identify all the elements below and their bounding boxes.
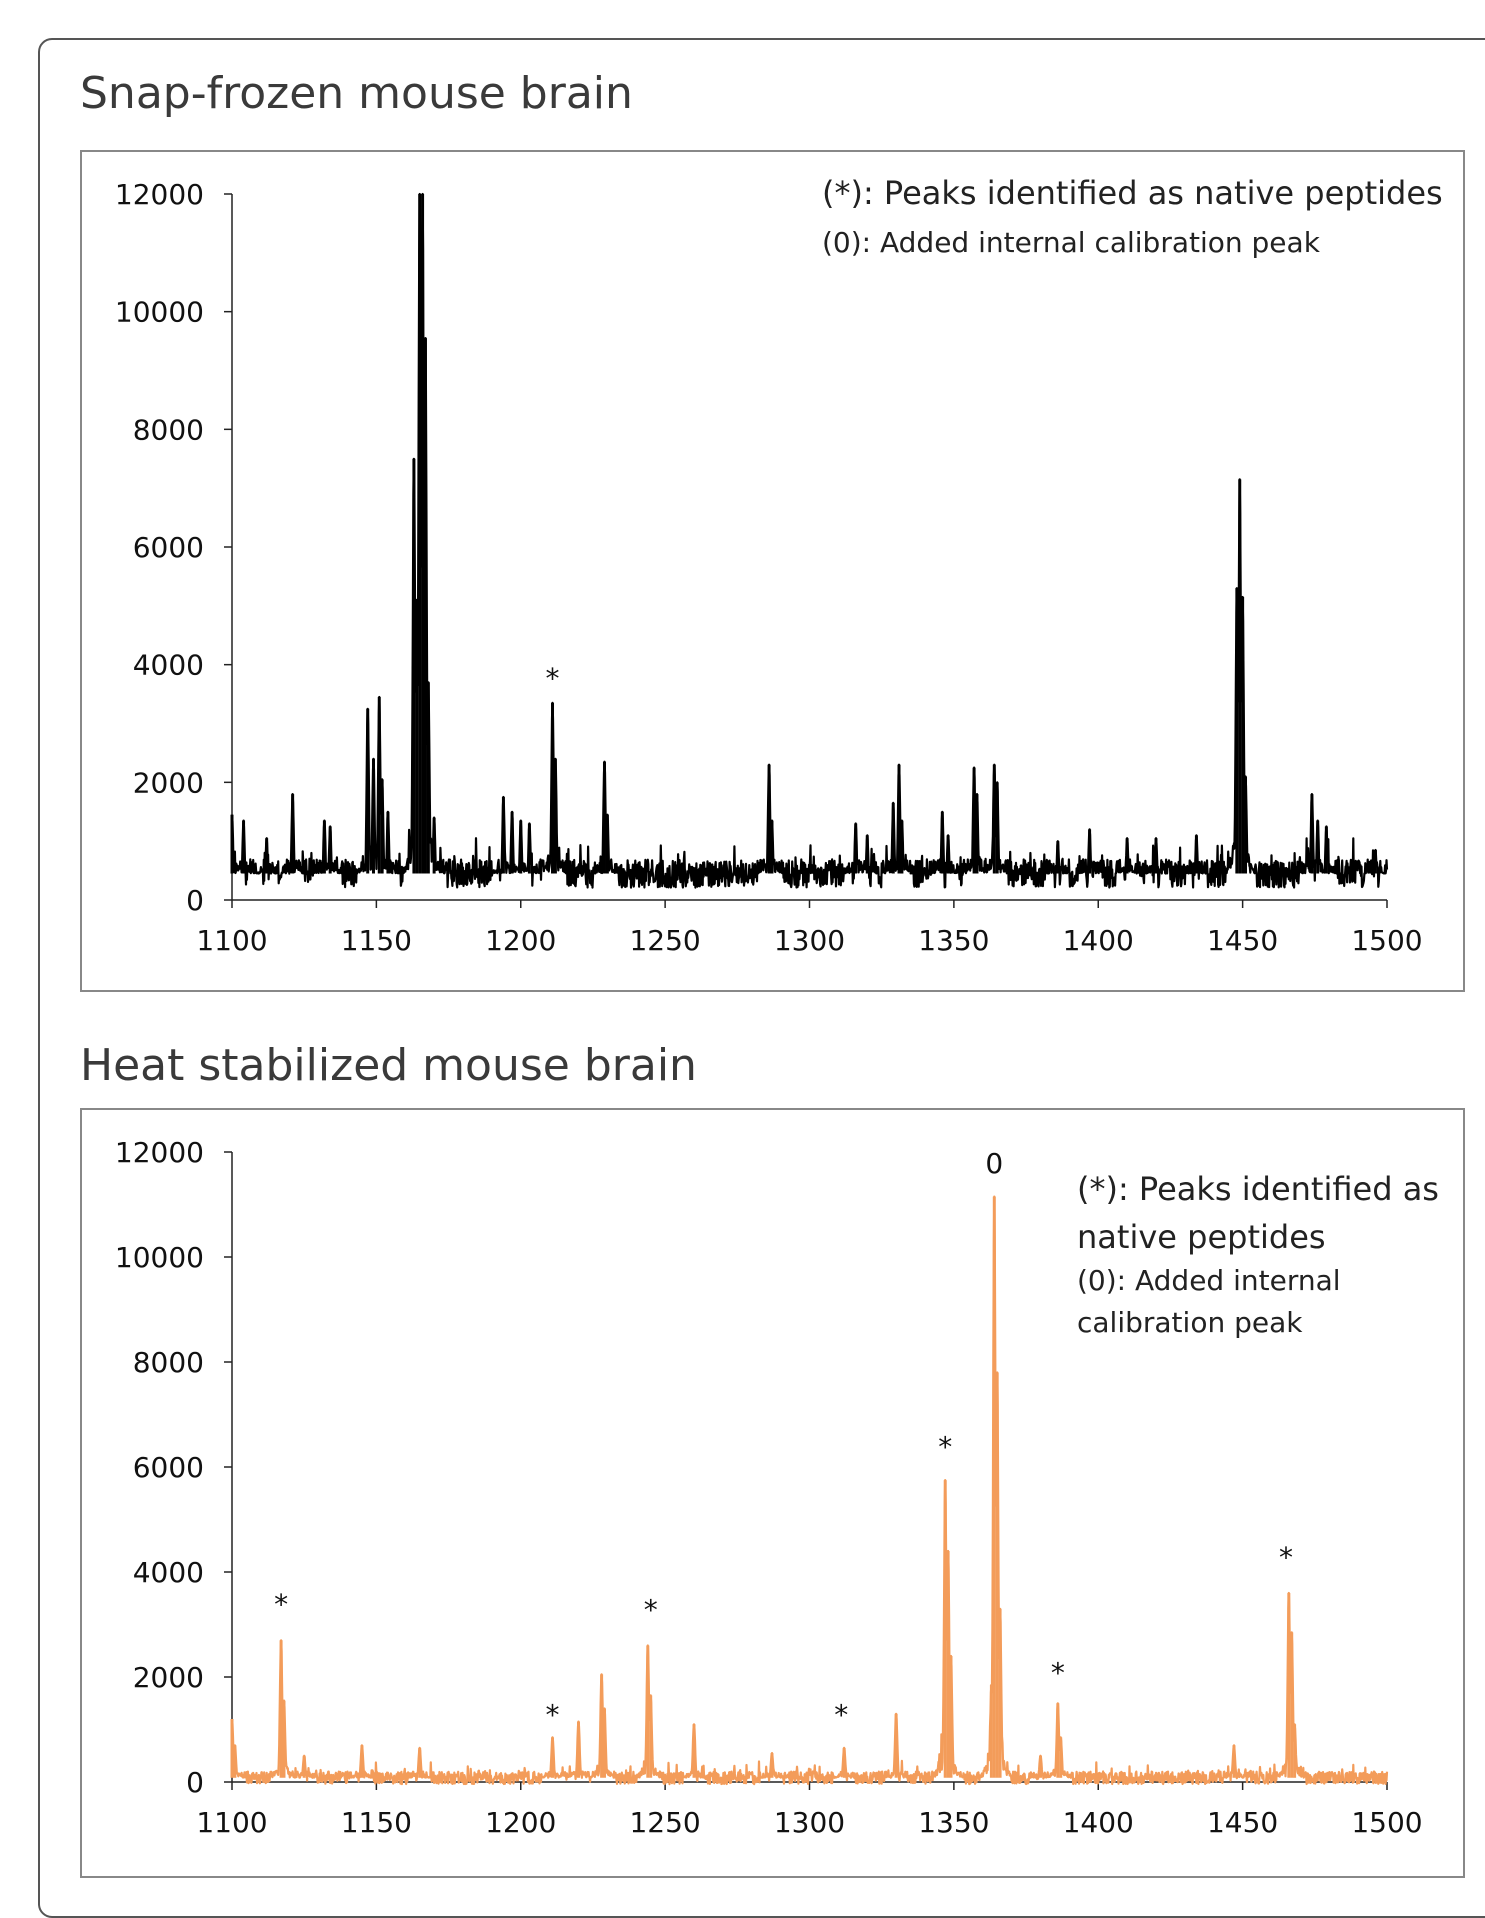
x-tick-label: 1100 [196,924,267,957]
legend-line: calibration peak [1077,1306,1303,1339]
spectrum-series [230,192,1389,889]
legend-line: (0): Added internal [1077,1264,1341,1297]
panel-title-bottom: Heat stabilized mouse brain [80,1040,697,1091]
x-tick-label: 1200 [485,924,556,957]
x-tick-label: 1400 [1063,924,1134,957]
y-tick-label: 0 [186,1766,204,1799]
peak-annotation: * [1279,1541,1293,1574]
peak-annotation: * [938,1431,952,1464]
x-tick-label: 1250 [629,924,700,957]
x-tick-label: 1300 [774,924,845,957]
y-tick-label: 4000 [133,1556,204,1589]
peak-annotation: * [546,1698,560,1731]
y-tick-label: 8000 [133,413,204,446]
peak-annotation: * [1051,1656,1065,1689]
legend-line: (*): Peaks identified as native peptides [822,174,1443,212]
x-tick-label: 1450 [1207,924,1278,957]
x-tick-label: 1200 [485,1806,556,1839]
peak-annotation: * [546,662,560,695]
y-tick-label: 4000 [133,649,204,682]
peak-annotation: * [274,1588,288,1621]
x-tick-label: 1400 [1063,1806,1134,1839]
x-tick-label: 1150 [341,1806,412,1839]
x-tick-label: 1500 [1351,924,1422,957]
spectrum-series [230,1195,1389,1786]
y-tick-label: 10000 [115,1241,204,1274]
y-tick-label: 12000 [115,1136,204,1169]
chart-snap-frozen: 0 2000 4000 6000 8000 10000 12000 1100 1150 1200 1… [115,174,1443,957]
y-tick-label: 0 [186,884,204,917]
x-tick-label: 1300 [774,1806,845,1839]
plot-box-bottom: 0 2000 4000 6000 8000 10000 12000 1100 1150 1200 1… [80,1108,1465,1878]
legend-line: (0): Added internal calibration peak [822,226,1321,259]
y-tick-label: 8000 [133,1346,204,1379]
chart-heat-stabilized: 0 2000 4000 6000 8000 10000 12000 1100 1150 1200 1… [115,1136,1439,1839]
x-tick-label: 1500 [1351,1806,1422,1839]
x-tick-label: 1450 [1207,1806,1278,1839]
x-tick-label: 1100 [196,1806,267,1839]
x-tick-label: 1350 [918,924,989,957]
y-tick-label: 10000 [115,296,204,329]
y-tick-label: 2000 [133,1661,204,1694]
peak-annotation: 0 [985,1147,1003,1180]
peak-annotation: * [834,1698,848,1731]
legend-line: (*): Peaks identified as [1077,1170,1439,1208]
x-tick-label: 1150 [341,924,412,957]
y-tick-label: 6000 [133,531,204,564]
y-tick-label: 12000 [115,178,204,211]
x-tick-label: 1350 [918,1806,989,1839]
peak-annotation: * [644,1593,658,1626]
x-tick-label: 1250 [629,1806,700,1839]
y-tick-label: 6000 [133,1451,204,1484]
panel-title-top: Snap-frozen mouse brain [80,68,633,119]
plot-box-top: 0 2000 4000 6000 8000 10000 12000 1100 1150 1200 1… [80,150,1465,992]
y-tick-label: 2000 [133,766,204,799]
legend-line: native peptides [1077,1218,1326,1256]
